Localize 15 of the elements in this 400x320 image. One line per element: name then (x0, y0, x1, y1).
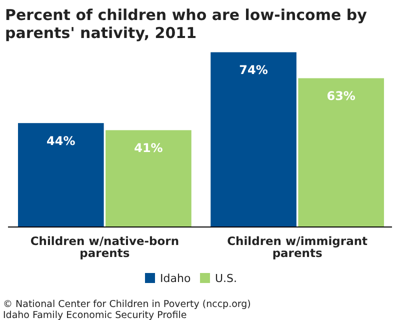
text: © National Center for Children in Poverty (nccp.org) (3, 299, 251, 310)
data-label: 63% (326, 89, 356, 104)
chart-title: Percent of children who are low-income by parents' nativity, 2011 (5, 6, 368, 42)
data-label: 41% (134, 141, 163, 156)
bar (210, 52, 296, 227)
data-label: 74% (239, 63, 268, 78)
legend-label: Idaho (160, 272, 191, 285)
x-tick-label: Children w/immigrant parents (227, 234, 368, 260)
bar (298, 78, 384, 227)
legend-label: U.S. (215, 272, 238, 285)
x-tick-label: Children w/native-born parents (30, 234, 180, 260)
text: Idaho Family Economic Security Profile (3, 310, 187, 320)
bar (106, 130, 192, 227)
data-label: 44% (46, 134, 76, 148)
bar (18, 123, 104, 227)
